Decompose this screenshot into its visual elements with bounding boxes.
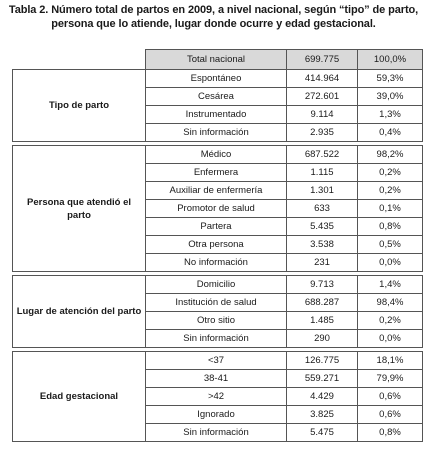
row-label: >42 [145, 387, 287, 406]
row-pct: 0,0% [357, 329, 423, 348]
row-pct: 39,0% [357, 87, 423, 106]
row-value: 9.114 [286, 105, 358, 124]
table-row: Sin información 2.935 0,4% [13, 123, 423, 142]
row-label: Promotor de salud [145, 199, 287, 218]
group-label: Persona que atendió el parto [12, 145, 146, 272]
row-label: Institución de salud [145, 293, 287, 312]
row-pct: 0,1% [357, 199, 423, 218]
group-label: Tipo de parto [12, 69, 146, 142]
row-pct: 0,6% [357, 405, 423, 424]
row-label: No información [145, 253, 287, 272]
row-label: Cesárea [145, 87, 287, 106]
row-pct: 98,2% [357, 145, 423, 164]
row-pct: 0,6% [357, 387, 423, 406]
group-label: Lugar de atención del parto [12, 275, 146, 348]
table-row: Ignorado 3.825 0,6% [13, 405, 423, 424]
table-caption: Tabla 2. Número total de partos en 2009,… [6, 3, 421, 31]
row-value: 3.825 [286, 405, 358, 424]
row-pct: 0,8% [357, 423, 423, 442]
row-label: Sin información [145, 123, 287, 142]
row-label: 38-41 [145, 369, 287, 388]
header-empty-cell [12, 49, 146, 70]
row-label: Enfermera [145, 163, 287, 182]
row-pct: 0,4% [357, 123, 423, 142]
row-pct: 0,8% [357, 217, 423, 236]
row-value: 9.713 [286, 275, 358, 294]
row-pct: 0,0% [357, 253, 423, 272]
row-value: 687.522 [286, 145, 358, 164]
row-value: 1.485 [286, 311, 358, 330]
table-row: No información 231 0,0% [13, 253, 423, 272]
row-pct: 0,2% [357, 181, 423, 200]
row-label: Sin información [145, 423, 287, 442]
header-label: Total nacional [145, 49, 287, 70]
row-pct: 0,2% [357, 311, 423, 330]
group-label: Edad gestacional [12, 351, 146, 442]
row-pct: 0,2% [357, 163, 423, 182]
table-row: Persona que atendió el parto Médico 687.52… [12, 145, 423, 272]
caption-line-1: Tabla 2. Número total de partos en 2009,… [8, 4, 419, 16]
row-value: 688.287 [286, 293, 358, 312]
births-table: Total nacional 699.775 100,0% Tipo de pa… [12, 49, 423, 442]
row-label: Instrumentado [145, 105, 287, 124]
table-row: Promotor de salud 633 0,1% [13, 199, 423, 218]
table-row: 38-41 559.271 79,9% [13, 369, 423, 388]
row-pct: 18,1% [357, 351, 423, 370]
row-value: 1.301 [286, 181, 358, 200]
row-value: 3.538 [286, 235, 358, 254]
row-label: Médico [145, 145, 287, 164]
row-value: 290 [286, 329, 358, 348]
caption-line-2: persona que lo atiende, lugar donde ocur… [51, 18, 376, 30]
row-label: Otro sitio [145, 311, 287, 330]
table-row: Lugar de atención del parto Domicilio 9.71… [12, 275, 423, 348]
row-label: Otra persona [145, 235, 287, 254]
row-value: 4.429 [286, 387, 358, 406]
row-label: Domicilio [145, 275, 287, 294]
table-row: Partera 5.435 0,8% [13, 217, 423, 236]
row-label: Espontáneo [145, 69, 287, 88]
row-pct: 98,4% [357, 293, 423, 312]
row-value: 5.435 [286, 217, 358, 236]
table-row: Enfermera 1.115 0,2% [13, 163, 423, 182]
row-label: <37 [145, 351, 287, 370]
table-row: Otra persona 3.538 0,5% [13, 235, 423, 254]
row-value: 126.775 [286, 351, 358, 370]
row-pct: 79,9% [357, 369, 423, 388]
row-value: 414.964 [286, 69, 358, 88]
row-value: 231 [286, 253, 358, 272]
row-label: Partera [145, 217, 287, 236]
row-pct: 59,3% [357, 69, 423, 88]
row-label: Sin información [145, 329, 287, 348]
table-row: Tipo de parto Espontáneo 414.964 59,3% [12, 69, 423, 142]
row-pct: 0,5% [357, 235, 423, 254]
row-label: Ignorado [145, 405, 287, 424]
table-row: Institución de salud 688.287 98,4% [13, 293, 423, 312]
table-row: Sin información 5.475 0,8% [13, 423, 423, 442]
row-value: 5.475 [286, 423, 358, 442]
header-row: Total nacional 699.775 100,0% [12, 49, 423, 70]
row-value: 272.601 [286, 87, 358, 106]
table-row: Cesárea 272.601 39,0% [13, 87, 423, 106]
row-pct: 1,4% [357, 275, 423, 294]
header-pct: 100,0% [357, 49, 423, 70]
header-total: 699.775 [286, 49, 358, 70]
row-value: 1.115 [286, 163, 358, 182]
table-row: Auxiliar de enfermería 1.301 0,2% [13, 181, 423, 200]
row-value: 633 [286, 199, 358, 218]
row-value: 2.935 [286, 123, 358, 142]
row-pct: 1,3% [357, 105, 423, 124]
row-label: Auxiliar de enfermería [145, 181, 287, 200]
table-row: Edad gestacional <37 126.775 18,1% [12, 351, 423, 442]
row-value: 559.271 [286, 369, 358, 388]
